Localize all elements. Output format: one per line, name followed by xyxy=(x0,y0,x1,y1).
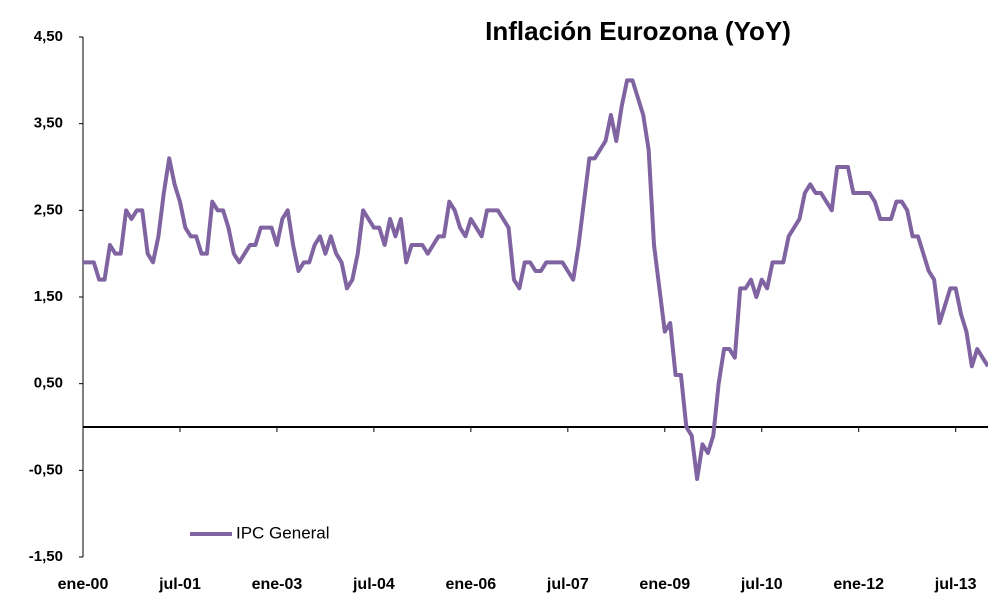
x-tick-label: jul-10 xyxy=(740,576,783,593)
y-tick-label: 3,50 xyxy=(34,115,63,132)
y-tick-label: 1,50 xyxy=(34,288,63,305)
chart-title: Inflación Eurozona (YoY) xyxy=(485,16,791,46)
y-tick-label: 4,50 xyxy=(34,28,63,45)
x-tick-label: ene-12 xyxy=(833,576,884,593)
line-series xyxy=(83,78,988,481)
x-tick-label: jul-07 xyxy=(546,576,589,593)
x-tick-label: jul-01 xyxy=(158,576,201,593)
x-tick-label: ene-00 xyxy=(58,576,109,593)
x-tick-label: ene-09 xyxy=(639,576,690,593)
x-tick-label: jul-13 xyxy=(934,576,977,593)
y-tick-label: -0,50 xyxy=(29,461,63,478)
x-tick-label: jul-04 xyxy=(352,576,395,593)
x-tick-label: ene-06 xyxy=(446,576,497,593)
y-tick-label: -1,50 xyxy=(29,548,63,565)
y-tick-label: 0,50 xyxy=(34,375,63,392)
legend-label: IPC General xyxy=(236,523,330,542)
x-tick-label: ene-03 xyxy=(252,576,303,593)
y-tick-label: 2,50 xyxy=(34,201,63,218)
